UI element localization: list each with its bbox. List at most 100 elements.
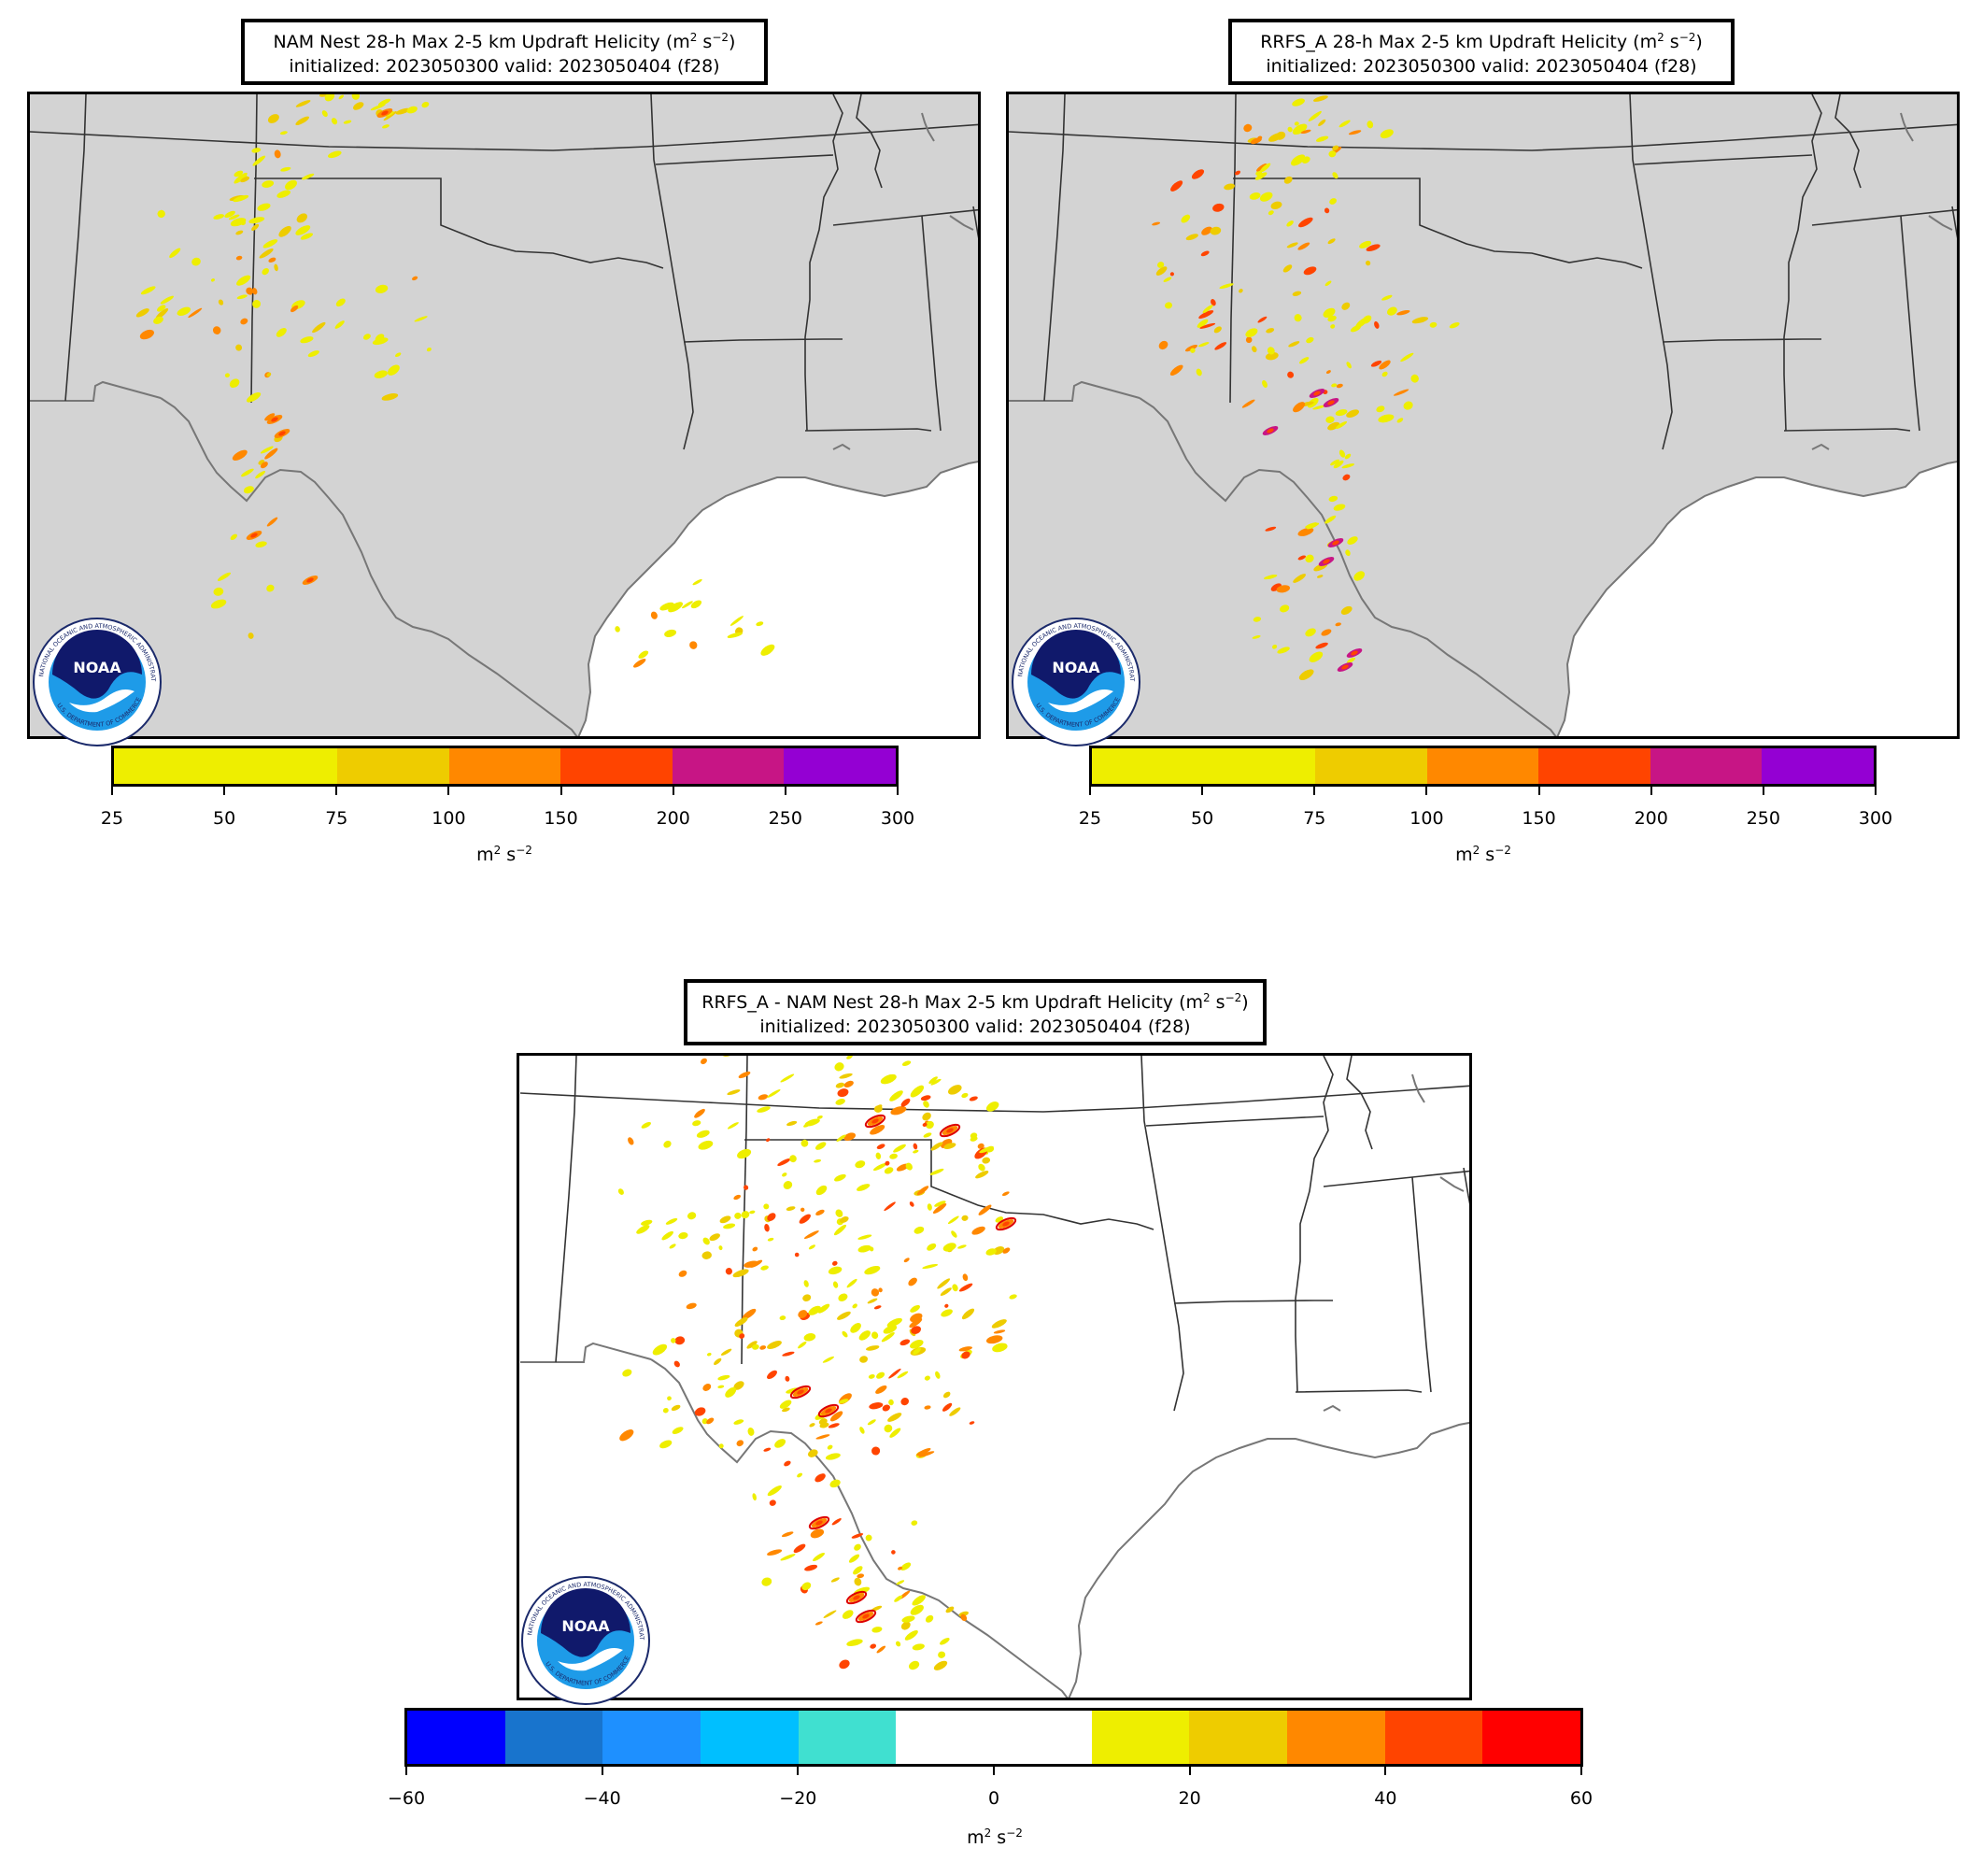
helicity-swath [911, 1326, 922, 1334]
helicity-swath [801, 1582, 812, 1591]
colorbar-tick-mark [1580, 1767, 1582, 1775]
helicity-swath [177, 306, 191, 316]
helicity-swath [1316, 575, 1324, 578]
colorbar-segment [560, 748, 673, 784]
helicity-swath [1264, 575, 1278, 580]
helicity-swath [734, 1212, 742, 1219]
helicity-swath [798, 1310, 808, 1318]
helicity-swath [1321, 629, 1332, 636]
helicity-swath [1297, 242, 1310, 250]
rrfs-colorbar-unit: m2 s−2 [1455, 844, 1511, 865]
helicity-swath [381, 110, 389, 116]
helicity-swath [932, 1203, 947, 1214]
helicity-swath [823, 1610, 837, 1618]
helicity-swath [848, 1554, 860, 1563]
helicity-swath [696, 1130, 710, 1138]
helicity-swath [285, 179, 297, 191]
helicity-swath [1403, 401, 1413, 410]
helicity-swath [985, 1101, 999, 1112]
colorbar-tick-label: 75 [325, 808, 348, 829]
helicity-swath [905, 1162, 913, 1171]
helicity-swath [926, 1120, 934, 1130]
helicity-swath [834, 1173, 846, 1182]
helicity-swath [900, 1621, 911, 1630]
colorbar-tick-mark [335, 787, 338, 795]
logo-gull [69, 689, 135, 713]
helicity-swath [746, 1341, 758, 1349]
state-border [254, 178, 664, 269]
helicity-swath [738, 1071, 751, 1079]
helicity-swath [1335, 420, 1348, 430]
helicity-swath [914, 1226, 925, 1234]
helicity-swath [652, 1343, 668, 1356]
helicity-swath [1259, 163, 1271, 173]
colorbar-tick-label: 150 [544, 808, 578, 829]
helicity-swath [937, 1278, 951, 1289]
helicity-swath [1341, 664, 1349, 670]
helicity-swath [985, 1335, 1003, 1344]
helicity-swath [903, 1258, 910, 1263]
colorbar-segment [448, 748, 561, 784]
helicity-swath [1267, 347, 1275, 355]
helicity-swath [1156, 262, 1165, 268]
helicity-swath [744, 1185, 749, 1190]
helicity-swath [280, 166, 291, 172]
helicity-swath [875, 1152, 882, 1159]
helicity-swath [890, 1106, 907, 1116]
helicity-swath [839, 1216, 849, 1223]
colorbar-tick-mark [897, 787, 899, 795]
helicity-swath [1353, 571, 1366, 581]
helicity-swath [395, 352, 402, 358]
colorbar-tick-mark [1875, 787, 1877, 795]
logo-bird-top [541, 1588, 630, 1657]
gulf-of-mexico [1069, 1422, 1469, 1698]
helicity-swath [1367, 121, 1374, 129]
helicity-swath [709, 1233, 720, 1242]
helicity-swath [767, 1213, 776, 1221]
state-border [1900, 215, 1920, 432]
helicity-swath [759, 1345, 767, 1350]
helicity-swath [1169, 272, 1174, 277]
helicity-swath [909, 1660, 920, 1670]
helicity-swath [1276, 585, 1291, 593]
helicity-swath [1313, 95, 1328, 102]
state-border [1009, 123, 1957, 151]
helicity-swath [871, 1331, 879, 1340]
helicity-swath [885, 1160, 890, 1166]
helicity-swath [991, 1319, 1007, 1329]
state-border [741, 1056, 748, 1365]
helicity-swath [1324, 207, 1330, 214]
helicity-swath [1306, 336, 1314, 344]
helicity-swath [1335, 409, 1348, 417]
helicity-swath [908, 1277, 917, 1286]
helicity-swath [641, 1121, 651, 1129]
helicity-swath [266, 584, 275, 592]
helicity-swath [783, 1181, 793, 1189]
helicity-swath [1245, 328, 1258, 338]
helicity-swath [838, 1293, 848, 1301]
colorbar-tick-mark [1425, 787, 1428, 795]
state-border [1043, 94, 1066, 402]
helicity-swath [1370, 360, 1382, 367]
helicity-swath [1224, 183, 1236, 191]
helicity-swath [828, 1423, 840, 1428]
helicity-swath [922, 1263, 939, 1270]
helicity-swath [1315, 135, 1329, 142]
helicity-swath [702, 1237, 710, 1245]
helicity-swath [855, 1609, 877, 1624]
mexico-border [520, 1342, 652, 1363]
helicity-swath [251, 223, 260, 231]
helicity-swath [835, 1209, 843, 1217]
helicity-swath [240, 318, 248, 325]
helicity-swath [884, 1424, 893, 1433]
colorbar-tick-mark [1762, 787, 1764, 795]
colorbar-segment [700, 1711, 799, 1764]
helicity-swath [264, 413, 276, 421]
mexico-border [1139, 397, 1557, 736]
helicity-swath [888, 1368, 901, 1379]
helicity-swath [156, 305, 166, 312]
helicity-swath [733, 1194, 742, 1201]
state-border [1173, 1300, 1333, 1304]
helicity-swath [1287, 371, 1295, 378]
helicity-swath [1345, 549, 1351, 557]
